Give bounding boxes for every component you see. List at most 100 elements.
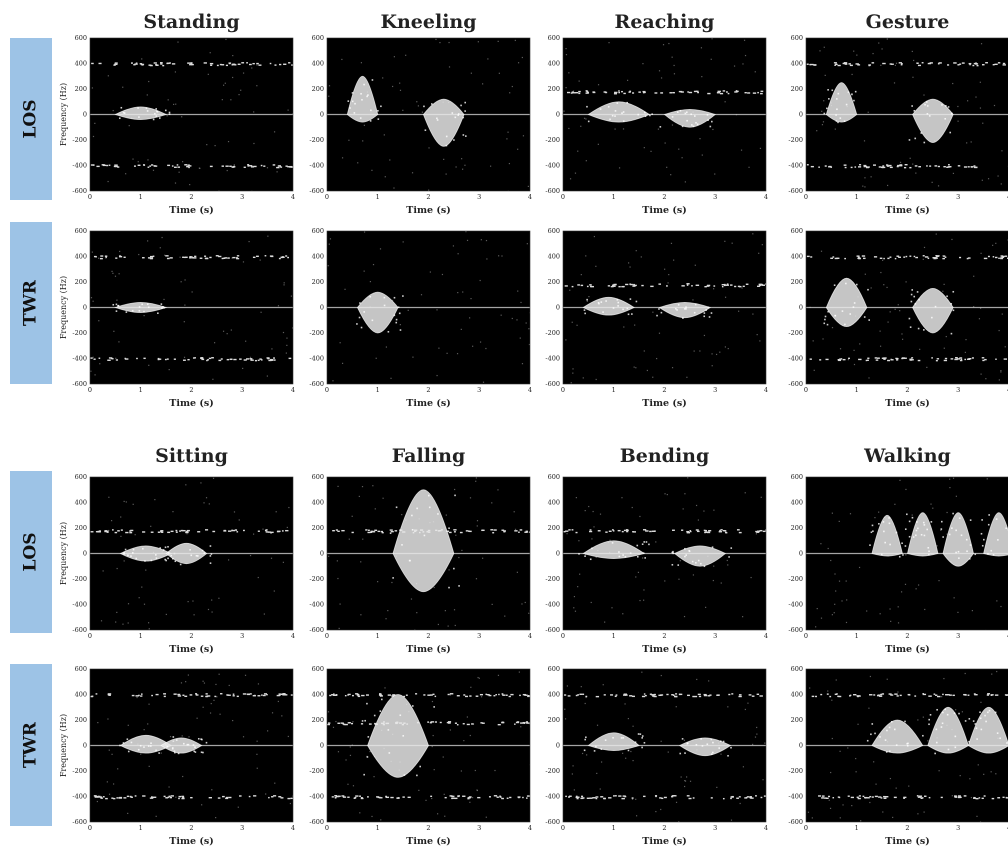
noise-dot (879, 613, 881, 615)
y-tick-label: -400 (72, 793, 87, 801)
clutter-dot (228, 62, 231, 65)
burst-speckle (708, 316, 711, 318)
doppler-burst-outline (825, 82, 858, 123)
noise-dot (344, 288, 346, 290)
clutter-dot (153, 796, 157, 798)
noise-dot (391, 299, 394, 302)
burst-speckle (643, 541, 646, 543)
clutter-dot (595, 797, 598, 800)
noise-dot (678, 821, 680, 822)
noise-dot (845, 621, 848, 624)
noise-dot (1000, 605, 1002, 608)
clutter-dot (765, 283, 766, 285)
noise-dot (596, 724, 599, 726)
noise-dot (733, 65, 736, 67)
burst-speckle (168, 111, 171, 114)
doppler-burst (912, 99, 954, 143)
clutter-dot (842, 358, 846, 361)
noise-dot (288, 506, 290, 509)
noise-dot (820, 617, 823, 619)
burst-speckle (915, 529, 918, 532)
burst-speckle (154, 112, 156, 115)
clutter-dot (862, 795, 865, 798)
burst-speckle (624, 556, 627, 558)
burst-speckle (908, 139, 911, 141)
burst-speckle (174, 751, 176, 754)
clutter-dot (738, 285, 742, 288)
noise-dot (201, 804, 203, 806)
x-tick-label: 4 (1007, 193, 1008, 201)
clutter-dot (730, 284, 733, 286)
noise-dot (108, 496, 110, 498)
clutter-dot (135, 695, 139, 697)
clutter-dot (974, 694, 978, 696)
noise-dot (761, 244, 763, 246)
noise-dot (341, 157, 344, 159)
noise-dot (521, 56, 523, 59)
clutter-dot (385, 796, 390, 799)
noise-dot (477, 676, 479, 679)
y-tick-label: 0 (320, 742, 324, 750)
y-tick-label: -400 (309, 601, 324, 609)
clutter-dot (581, 795, 584, 798)
x-tick-label: 1 (376, 824, 380, 832)
clutter-dot (204, 255, 207, 257)
noise-dot (469, 801, 471, 803)
clutter-dot (125, 531, 129, 534)
noise-dot (869, 675, 872, 678)
burst-speckle (141, 303, 143, 306)
noise-dot (741, 287, 743, 289)
x-tick-label: 1 (376, 193, 380, 201)
burst-speckle (172, 736, 175, 738)
y-tick-label: 200 (75, 85, 87, 93)
y-tick-label: -400 (545, 601, 560, 609)
noise-dot (514, 528, 517, 530)
noise-dot (646, 369, 648, 372)
noise-dot (447, 625, 449, 627)
clutter-dot (165, 255, 169, 257)
doppler-burst-outline (160, 737, 203, 754)
noise-dot (905, 281, 907, 283)
clutter-dot (290, 797, 293, 800)
noise-dot (466, 239, 469, 242)
clutter-dot (290, 694, 293, 696)
clutter-dot (508, 695, 511, 698)
clutter-dot (722, 530, 726, 532)
noise-dot (879, 345, 882, 347)
noise-dot (274, 782, 276, 784)
clutter-dot (337, 530, 340, 533)
clutter-dot (837, 359, 842, 362)
clutter-dot (267, 531, 271, 533)
clutter-dot (991, 797, 995, 800)
burst-speckle (634, 741, 637, 744)
clutter-dot (987, 255, 990, 258)
y-tick-label: 200 (312, 524, 324, 532)
clutter-dot (223, 257, 226, 259)
clutter-dot (167, 164, 171, 167)
clutter-dot (903, 166, 907, 169)
noise-dot (187, 674, 189, 676)
x-tick-label: 1 (139, 824, 143, 832)
noise-dot (919, 348, 921, 350)
clutter-dot (430, 721, 435, 723)
noise-dot (507, 131, 509, 133)
clutter-dot (99, 257, 103, 260)
noise-dot (685, 776, 688, 778)
clutter-dot (964, 358, 967, 361)
burst-speckle (203, 552, 206, 555)
noise-dot (97, 722, 99, 724)
noise-dot (174, 182, 177, 184)
noise-dot (625, 757, 627, 759)
clutter-dot (975, 797, 979, 800)
clutter-dot (525, 530, 528, 533)
noise-dot (622, 613, 624, 615)
clutter-dot (861, 255, 866, 257)
clutter-dot (449, 795, 453, 797)
clutter-dot (367, 531, 371, 534)
clutter-dot (966, 257, 969, 260)
burst-speckle (936, 708, 938, 711)
y-tick-label: 0 (320, 111, 324, 119)
burst-speckle (710, 738, 713, 741)
noise-dot (470, 72, 472, 74)
noise-dot (1000, 370, 1002, 372)
